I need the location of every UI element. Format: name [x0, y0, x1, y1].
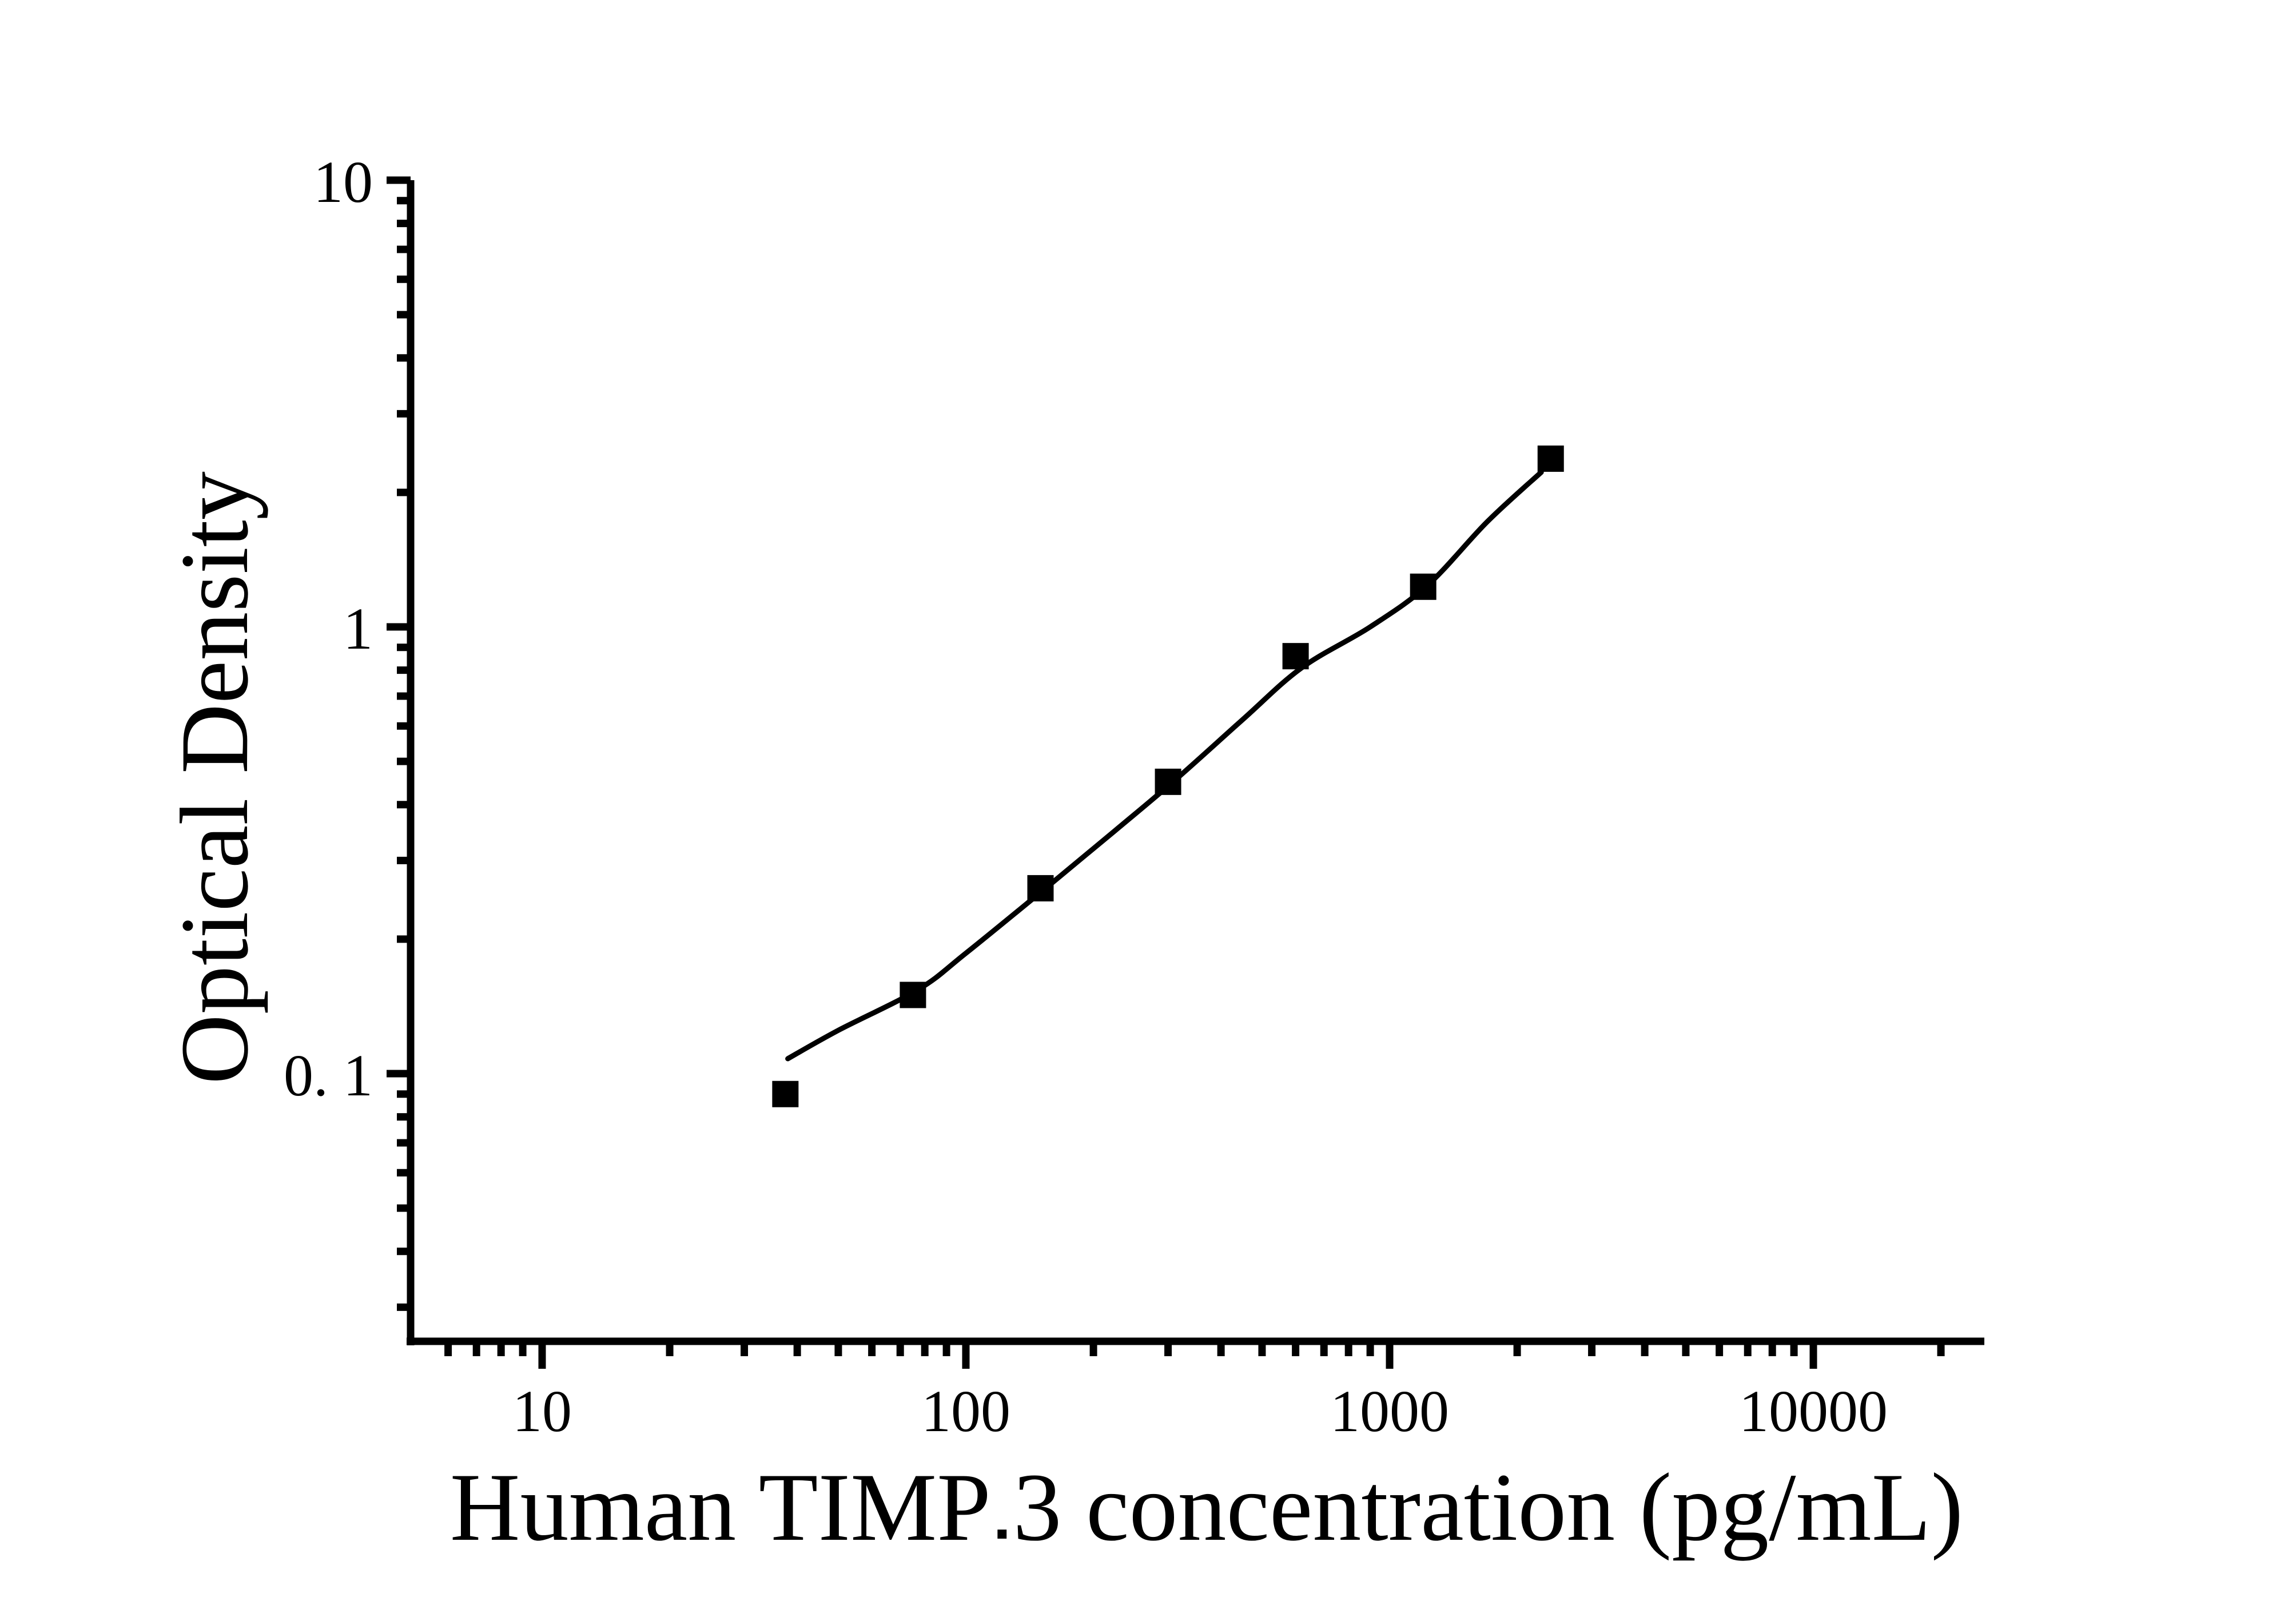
x-tick-label: 10000	[1739, 1378, 1888, 1444]
data-point-marker	[772, 1080, 799, 1107]
data-points	[772, 445, 1564, 1107]
y-tick-label: 10	[313, 149, 373, 215]
x-tick-label: 1000	[1330, 1378, 1449, 1444]
y-axis-title: Optical Density	[161, 471, 268, 1084]
x-tick-label: 100	[921, 1378, 1010, 1444]
hyphen-square-glyph: ▪	[996, 1513, 1009, 1554]
x-axis-title-text: 3 concentration (pg/mL)	[1013, 1453, 1964, 1561]
fit-curve	[785, 470, 1544, 1062]
data-point-marker	[1155, 768, 1181, 795]
data-point-marker	[1410, 573, 1437, 600]
x-axis-ticks	[444, 1341, 1945, 1369]
y-axis-tick-labels: 10 1 0. 1	[284, 149, 373, 1109]
data-point-marker	[900, 982, 926, 1008]
x-tick-label: 10	[512, 1378, 572, 1444]
y-tick-label: 0. 1	[284, 1043, 373, 1109]
x-axis-tick-labels: 10 100 1000 10000	[512, 1378, 1888, 1444]
x-axis-title-text: Human TIMP	[450, 1453, 991, 1561]
data-point-marker	[1027, 875, 1054, 901]
y-tick-label: 1	[343, 596, 373, 662]
data-point-marker	[1537, 445, 1564, 472]
data-point-marker	[1282, 643, 1309, 670]
x-axis-title: Human TIMP ▪3 concentration (pg/mL)	[450, 1453, 1963, 1561]
